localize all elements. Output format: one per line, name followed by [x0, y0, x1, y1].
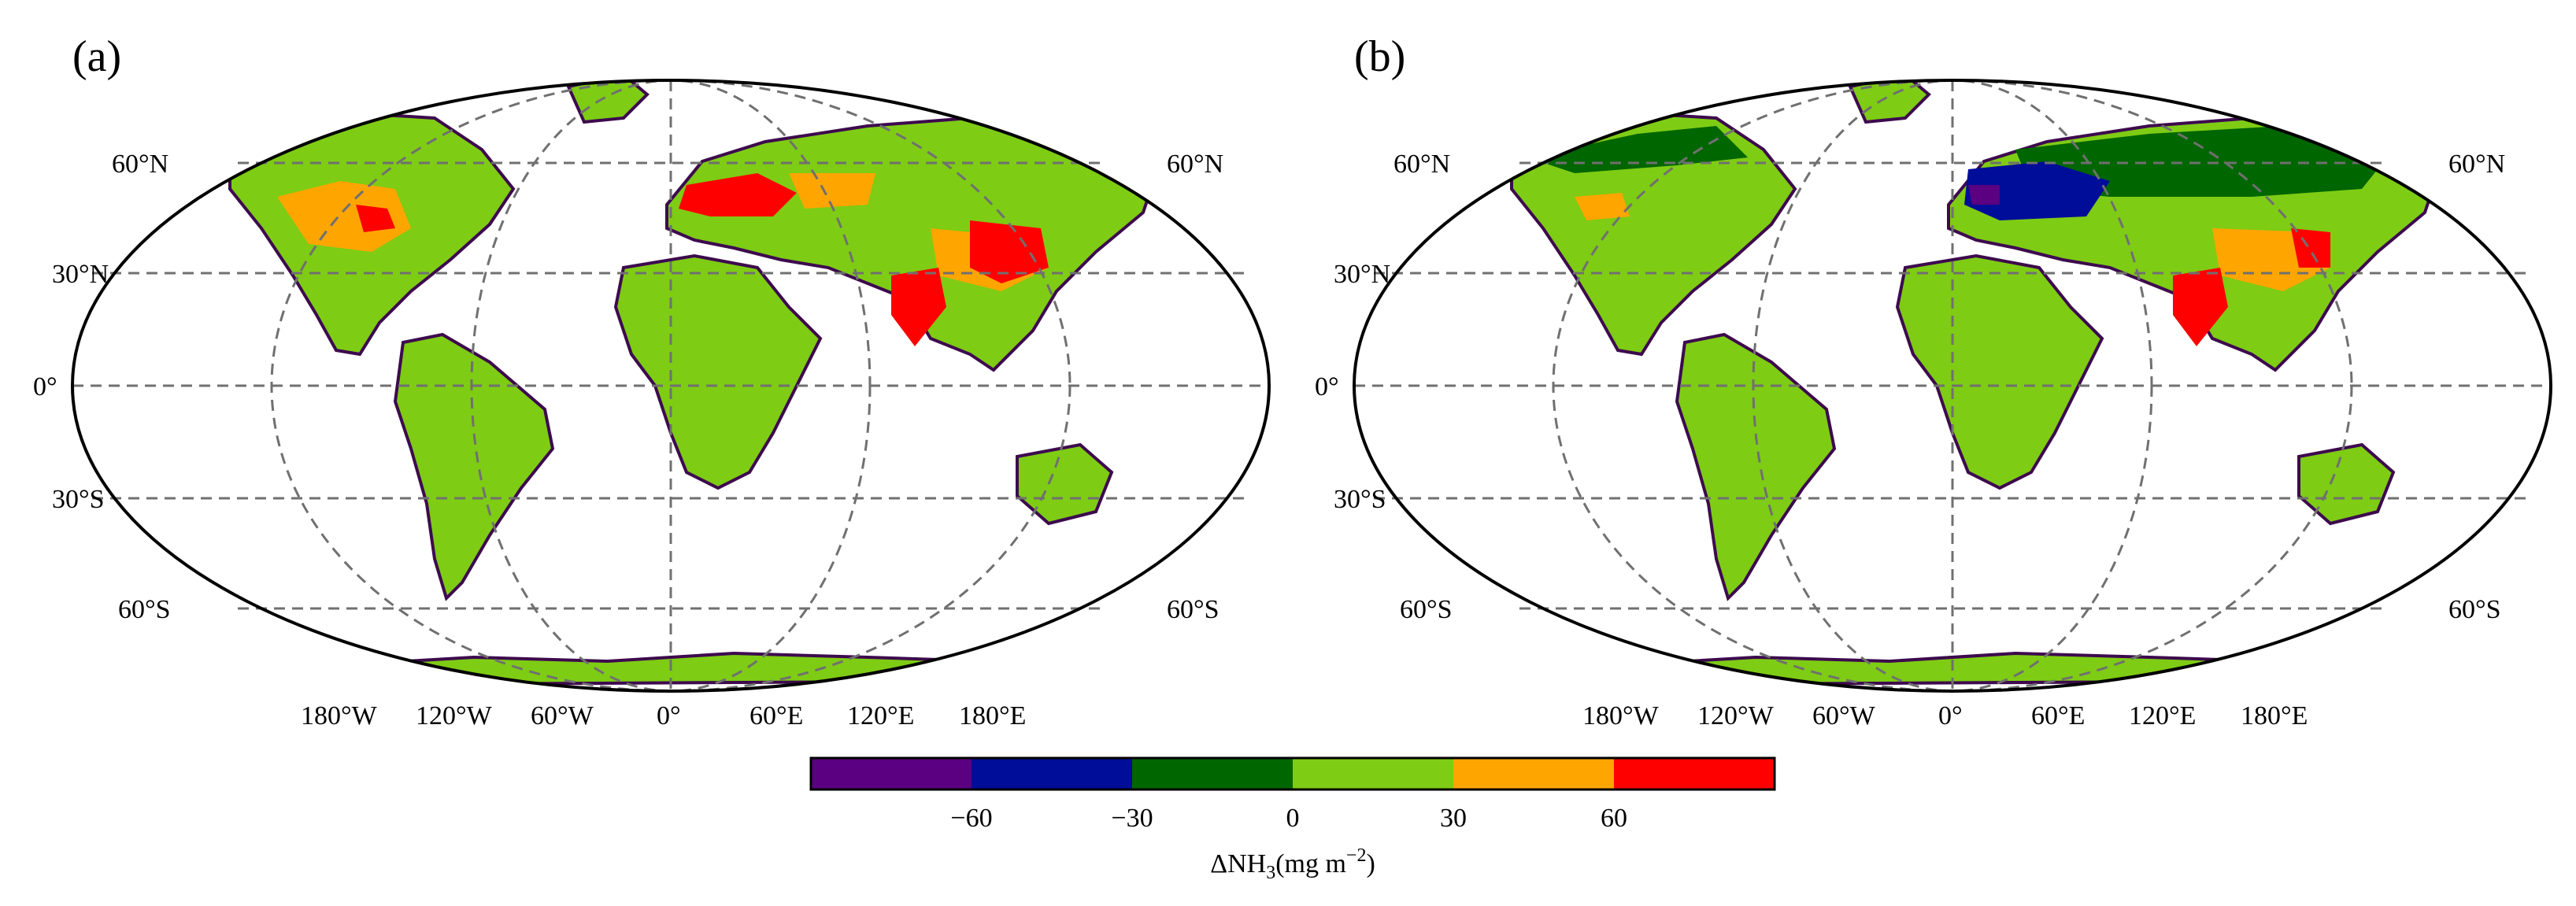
lon-label-180e: 180°E [959, 701, 1026, 730]
lon-label-60e: 60°E [749, 701, 803, 730]
panel-a: (a) [33, 32, 1271, 730]
lon-label-120w: 120°W [416, 701, 493, 730]
lat-labels-left: 60°N 30°N 0° 30°S 60°S [33, 150, 171, 624]
lat-label-30s: 30°S [1334, 485, 1386, 514]
lon-label-0: 0° [657, 701, 681, 730]
colorbar-segment-4 [1453, 758, 1614, 790]
lat-labels-left: 60°N 30°N 0° 30°S 60°S [1315, 150, 1453, 624]
lon-label-180e: 180°E [2241, 701, 2308, 730]
hotspot-red-china [970, 220, 1049, 283]
panel-b: (b) [1315, 32, 2552, 730]
lat-label-0: 0° [33, 372, 57, 401]
colorbar-segment-0 [811, 758, 972, 790]
hotspots [1527, 126, 2393, 346]
colorbar-tick: 60 [1601, 804, 1627, 833]
panel-a-map [71, 79, 1271, 693]
hotspot-red-us [356, 205, 395, 232]
colorbar-tick: 0 [1286, 804, 1300, 833]
lon-label-180w: 180°W [1582, 701, 1660, 730]
lon-labels: 180°W 120°W 60°W 0° 60°E 120°E 180°E [301, 701, 1026, 730]
lat-label-30n: 30°N [1334, 260, 1390, 289]
lat-label-60s: 60°S [118, 595, 171, 624]
africa [1895, 253, 2104, 490]
lon-label-60w: 60°W [531, 701, 594, 730]
lat-labels-right: 60°N 60°S [1167, 150, 1223, 624]
lon-label-0: 0° [1938, 701, 1963, 730]
lat-label-60n-right: 60°N [2448, 150, 2505, 179]
hotspot-darkgreen-russia [2015, 126, 2393, 197]
colorbar-segment-2 [1132, 758, 1293, 790]
panel-a-label: (a) [72, 32, 121, 81]
colorbar-tick: −60 [950, 804, 992, 833]
lon-labels: 180°W 120°W 60°W 0° 60°E 120°E 180°E [1582, 701, 2308, 730]
lat-labels-right: 60°N 60°S [2448, 150, 2505, 624]
lat-label-30n: 30°N [52, 260, 109, 289]
lon-label-120e: 120°E [2129, 701, 2196, 730]
colorbar-tick: −30 [1111, 804, 1153, 833]
hotspot-blue-europe [1964, 161, 2110, 220]
lat-label-60s-right: 60°S [1167, 595, 1220, 624]
africa [613, 253, 823, 490]
lon-label-120w: 120°W [1697, 701, 1775, 730]
lon-label-60w: 60°W [1812, 701, 1876, 730]
lon-label-120e: 120°E [847, 701, 914, 730]
panel-b-label: (b) [1354, 32, 1405, 81]
lat-label-60n: 60°N [112, 150, 168, 179]
lon-label-60e: 60°E [2031, 701, 2085, 730]
colorbar-frame [809, 756, 1776, 791]
hotspot-red-india [891, 268, 946, 346]
australia [2297, 442, 2396, 526]
map-border [1353, 79, 2552, 693]
colorbar-segment-5 [1614, 758, 1775, 790]
colorbar: −60 −30 0 30 60 ΔNH3(mg m−2) [809, 756, 1776, 883]
europe-asia [665, 116, 1161, 372]
hotspot-orange-us [277, 181, 411, 252]
lat-label-30s: 30°S [52, 485, 105, 514]
hotspot-darkgreen-north-america [1527, 126, 1748, 173]
continents [228, 80, 1161, 686]
colorbar-label: ΔNH3(mg m−2) [1210, 845, 1375, 883]
north-america [1510, 112, 1797, 357]
hotspot-purple-europe [1968, 185, 2000, 205]
hotspot-red-china [2291, 228, 2330, 268]
south-america [1675, 332, 1837, 601]
australia [1016, 442, 1114, 526]
hotspot-orange-us [1575, 193, 1630, 220]
panel-b-map [1353, 79, 2552, 693]
colorbar-ticks: −60 −30 0 30 60 [950, 804, 1627, 833]
colorbar-segment-3 [1293, 758, 1453, 790]
hotspot-orange-europe [789, 173, 875, 209]
colorbar-segment-1 [972, 758, 1132, 790]
map-border [71, 79, 1271, 693]
lat-label-60s: 60°S [1400, 595, 1453, 624]
south-america [393, 332, 555, 601]
lat-label-0: 0° [1315, 372, 1339, 401]
hotspot-red-europe [679, 173, 797, 216]
lon-label-180w: 180°W [301, 701, 378, 730]
hotspots [277, 173, 1049, 346]
colorbar-tick: 30 [1440, 804, 1467, 833]
lat-label-60n-right: 60°N [1167, 150, 1223, 179]
lat-label-60n: 60°N [1393, 150, 1450, 179]
lat-label-60s-right: 60°S [2448, 595, 2501, 624]
hotspot-red-india [2173, 268, 2228, 346]
